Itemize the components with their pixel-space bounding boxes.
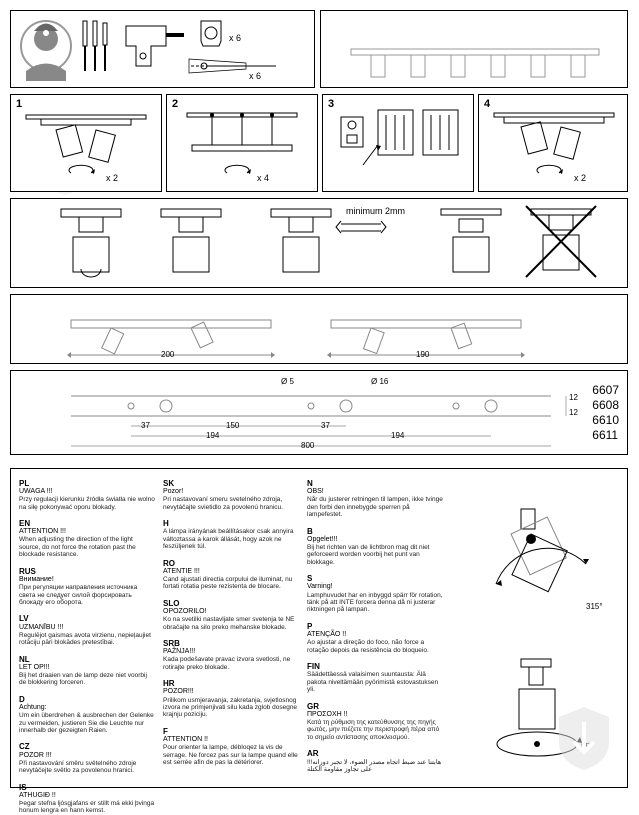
- warning-f: FATTENTION !!Pour orienter la lampe, déb…: [163, 727, 299, 767]
- step-1: 1 x 2: [10, 94, 162, 192]
- dimensions-side: 200 190: [10, 294, 628, 364]
- step-3: 3: [322, 94, 474, 192]
- warning-lv: LVUZMANĪBU !!!Regulējot gaismas avota vi…: [19, 614, 155, 646]
- anchor-count: x 6: [249, 71, 261, 81]
- warning-slo: SLOOPOZORILO!Ko na svetilki nastavljate …: [163, 599, 299, 631]
- warnings-panel: PLUWAGA !!!Przy regulacji kierunku źródł…: [10, 468, 628, 788]
- warning-s: SVarning!Lamphuvudet har en inbyggd spär…: [307, 574, 443, 614]
- tools-panel: x 6 x 6: [10, 10, 315, 88]
- warning-gr: GRΠΡΟΣΟΧΗ !!Κατά τη ρύθμιση της κατεύθυν…: [307, 702, 443, 742]
- step-4: 4 x 2: [478, 94, 628, 192]
- warning-ro: ROATENTIE !!!Cand ajustati directia corp…: [163, 559, 299, 591]
- warning-nl: NLLET OP!!!Bij het draaien van de lamp d…: [19, 655, 155, 687]
- step2-count: x 4: [257, 173, 269, 183]
- step1-count: x 2: [106, 173, 118, 183]
- warning-h: HA lámpa irányának beállításakor csak an…: [163, 519, 299, 551]
- warning-ar: AR!!!هابتنا عند ضبط اتجاه مصدر الضوء، لا…: [307, 749, 443, 773]
- warning-d: DAchtung:Um ein überdrehen & ausbrechen …: [19, 695, 155, 735]
- warning-rus: RUSВнимание!При регуляции направления ис…: [19, 567, 155, 607]
- warning-p: PATENÇÃO !!Ao ajustar a direção do foco,…: [307, 622, 443, 654]
- warning-hr: HRPOZOR!!!Prilikom usmjeravanja, zakreta…: [163, 679, 299, 719]
- rotation-diagram: 315° 85°: [451, 479, 619, 777]
- min-gap-label: minimum 2mm: [346, 207, 405, 217]
- step4-count: x 2: [574, 173, 586, 183]
- product-numbers: 6607 6608 6610 6611: [592, 383, 619, 443]
- clearance-panel: minimum 2mm: [10, 198, 628, 288]
- warning-sk: SKPozor!Pri nastavovaní smeru svetelného…: [163, 479, 299, 511]
- dim-200: 200: [161, 350, 174, 359]
- warning-srb: SRBPAŽNJA!!!Kada podešavate pravac izvor…: [163, 639, 299, 671]
- warning-pl: PLUWAGA !!!Przy regulacji kierunku źródł…: [19, 479, 155, 511]
- warning-n: NOBS!Når du justerer retningen til lampe…: [307, 479, 443, 519]
- warnings-col-3: NOBS!Når du justerer retningen til lampe…: [307, 479, 451, 777]
- warnings-col-2: SKPozor!Pri nastavovaní smeru svetelného…: [163, 479, 307, 777]
- watermark-icon: [554, 702, 614, 772]
- warning-cz: CZPOZOR !!!Při nastavování směru světeln…: [19, 742, 155, 774]
- svg-text:315°: 315°: [586, 602, 603, 611]
- mounting-dimensions: Ø 5 Ø 16 37 150 37 194 194 800 12 12 660…: [10, 370, 628, 455]
- warning-b: BOpgelet!!!Bij het richten van de lichtb…: [307, 527, 443, 567]
- warnings-col-1: PLUWAGA !!!Przy regulacji kierunku źródł…: [19, 479, 163, 777]
- hole-d5: Ø 5: [281, 377, 294, 386]
- product-preview: [320, 10, 628, 88]
- step-2: 2 x 4: [166, 94, 318, 192]
- dim-190: 190: [416, 350, 429, 359]
- bulb-count: x 6: [229, 33, 241, 43]
- warning-fin: FINSäädettäessä valaisimen suuntausta: Ä…: [307, 662, 443, 694]
- warning-en: ENATTENTION !!!When adjusting the direct…: [19, 519, 155, 559]
- hole-d16: Ø 16: [371, 377, 388, 386]
